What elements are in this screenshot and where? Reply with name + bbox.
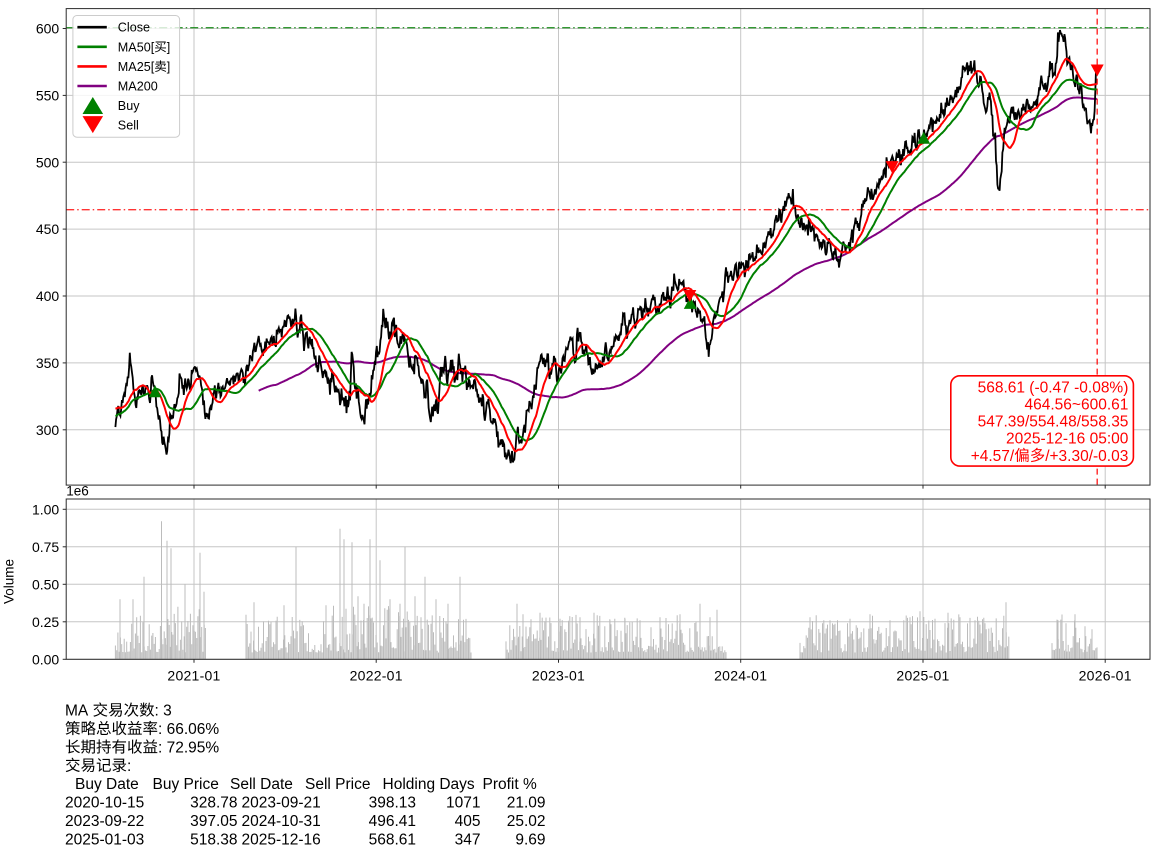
svg-text:2025-12-16 05:00: 2025-12-16 05:00 [1006,431,1129,448]
svg-text:2026-01: 2026-01 [1079,668,1132,684]
svg-text:350: 350 [36,355,60,371]
svg-text:25.02: 25.02 [507,813,546,830]
svg-text:0.25: 0.25 [32,614,59,630]
svg-text:328.78: 328.78 [190,795,237,812]
svg-text:450: 450 [36,221,60,237]
svg-text:568.61: 568.61 [369,832,416,849]
svg-text:2022-01: 2022-01 [350,668,403,684]
svg-text:1e6: 1e6 [66,484,89,499]
svg-text:: 72.95%: : 72.95% [158,739,219,756]
svg-text:MA50[: MA50[ [118,40,155,54]
svg-text:400: 400 [36,288,60,304]
svg-text:Volume: Volume [2,559,17,604]
svg-text:2023-01: 2023-01 [532,668,585,684]
svg-text:MA200: MA200 [118,80,158,94]
svg-text:397.05: 397.05 [190,813,237,830]
svg-text:Close: Close [118,21,150,35]
svg-text:]: ] [167,40,171,54]
svg-text:Holding Days: Holding Days [383,776,475,793]
svg-text:600: 600 [36,21,60,37]
svg-text:518.38: 518.38 [190,832,237,849]
svg-text:0.50: 0.50 [32,576,59,592]
svg-text:2023-09-22: 2023-09-22 [65,813,144,830]
svg-text:0.75: 0.75 [32,539,59,555]
svg-text:Profit %: Profit % [483,776,537,793]
svg-text:Buy Date: Buy Date [75,776,139,793]
svg-text:0.00: 0.00 [32,651,59,667]
svg-text:500: 500 [36,154,60,170]
svg-text:1071: 1071 [446,795,480,812]
svg-text:398.13: 398.13 [369,795,416,812]
svg-text:347: 347 [455,832,481,849]
svg-text:2024-10-31: 2024-10-31 [242,813,321,830]
svg-text:464.56~600.61: 464.56~600.61 [1025,397,1129,414]
svg-text:MA: MA [65,703,89,720]
svg-text:568.61 (-0.47 -0.08%): 568.61 (-0.47 -0.08%) [978,379,1129,396]
svg-text:547.39/554.48/558.35: 547.39/554.48/558.35 [978,414,1129,431]
svg-text:2025-01-03: 2025-01-03 [65,832,144,849]
svg-text:+4.57/: +4.57/ [971,448,1015,465]
svg-text:496.41: 496.41 [369,813,416,830]
svg-text:2024-01: 2024-01 [714,668,767,684]
svg-text:Buy Price: Buy Price [153,776,219,793]
svg-text:21.09: 21.09 [507,795,546,812]
svg-text:Sell: Sell [118,119,139,133]
svg-text::: : [127,758,131,775]
svg-text:2021-01: 2021-01 [167,668,220,684]
svg-text:]: ] [167,60,171,74]
svg-text:300: 300 [36,422,60,438]
svg-text:405: 405 [455,813,481,830]
svg-text:: 66.06%: : 66.06% [158,721,219,738]
svg-text:9.69: 9.69 [515,832,545,849]
svg-text:2025-12-16: 2025-12-16 [242,832,321,849]
svg-text:2020-10-15: 2020-10-15 [65,795,144,812]
svg-text:MA25[: MA25[ [118,60,155,74]
svg-text:: 3: : 3 [155,703,172,720]
svg-text:2025-01: 2025-01 [896,668,949,684]
svg-text:Sell Date: Sell Date [230,776,293,793]
svg-text:Buy: Buy [118,99,140,113]
svg-text:550: 550 [36,87,60,103]
svg-text:/+3.30/-0.03: /+3.30/-0.03 [1045,448,1128,465]
svg-text:Sell Price: Sell Price [305,776,370,793]
svg-text:1.00: 1.00 [32,501,59,517]
svg-text:2023-09-21: 2023-09-21 [242,795,321,812]
